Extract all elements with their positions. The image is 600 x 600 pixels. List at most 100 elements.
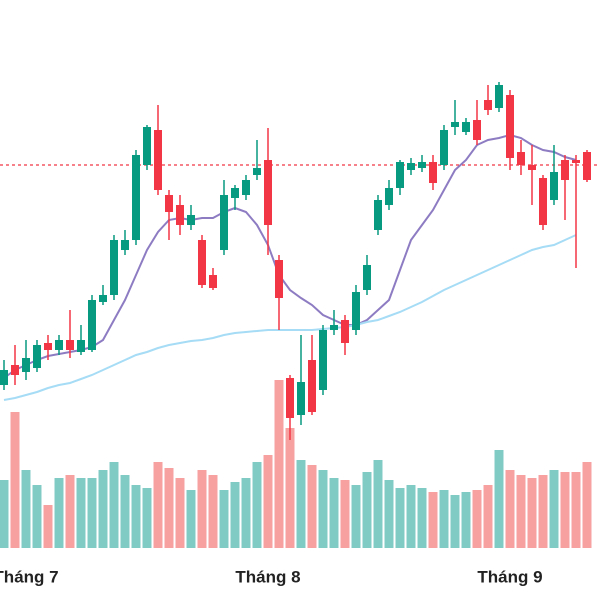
- candle-body: [132, 155, 140, 240]
- candle-body: [66, 340, 74, 350]
- volume-bar: [439, 490, 449, 548]
- candle-body: [110, 240, 118, 295]
- volume-bar: [153, 462, 163, 548]
- volume-bar: [241, 478, 251, 548]
- candle-body: [55, 340, 63, 350]
- candle-body: [44, 343, 52, 350]
- volume-bar: [175, 478, 185, 548]
- candle-body: [374, 200, 382, 230]
- candle-body: [77, 340, 85, 352]
- volume-bar: [186, 490, 196, 548]
- candle-body: [462, 122, 470, 132]
- volume-bar: [428, 492, 438, 548]
- volume-bar: [373, 460, 383, 548]
- candle-body: [407, 163, 415, 170]
- volume-bar: [76, 478, 86, 548]
- volume-bar: [208, 475, 218, 548]
- candle-body: [143, 127, 151, 165]
- volume-bar: [43, 505, 53, 548]
- volume-bar: [538, 475, 548, 548]
- candle-body: [11, 365, 19, 375]
- candle-body: [308, 360, 316, 412]
- moving-average: [3, 234, 577, 401]
- candle-body: [418, 162, 426, 168]
- candle-body: [429, 162, 437, 183]
- candle-body: [517, 152, 525, 165]
- candle-body: [385, 188, 393, 205]
- candle-body: [583, 152, 591, 180]
- moving-average: [3, 133, 577, 379]
- candle-body: [154, 130, 162, 190]
- volume-bar: [197, 470, 207, 548]
- volume-bar: [417, 488, 427, 548]
- volume-bar: [307, 465, 317, 548]
- volume-bar: [362, 472, 372, 548]
- volume-bar: [131, 485, 141, 548]
- volume-bar: [450, 495, 460, 548]
- volume-bar: [142, 488, 152, 548]
- volume-bar: [32, 485, 42, 548]
- candle-body: [550, 172, 558, 200]
- x-tick-label: Tháng 8: [235, 567, 300, 586]
- candle-body: [220, 195, 228, 250]
- volume-bar: [252, 462, 262, 548]
- volume-bar: [230, 482, 240, 548]
- volume-bar: [296, 460, 306, 548]
- volume-bar: [0, 480, 9, 548]
- volume-bar: [274, 380, 284, 548]
- candle-body: [440, 130, 448, 165]
- volume-bar: [351, 485, 361, 548]
- volume-bar: [384, 480, 394, 548]
- volume-bar: [472, 490, 482, 548]
- candle-body: [198, 240, 206, 285]
- candle-body: [33, 345, 41, 368]
- candle-body: [231, 188, 239, 198]
- volume-bar: [582, 462, 592, 548]
- candle-body: [121, 240, 129, 250]
- candle-body: [286, 378, 294, 418]
- candle-body: [363, 265, 371, 290]
- candle-body: [561, 160, 569, 180]
- volume-bar: [494, 450, 504, 548]
- candle-body: [319, 330, 327, 390]
- candle-body: [176, 205, 184, 225]
- candle-body: [528, 165, 536, 170]
- volume-bar: [65, 475, 75, 548]
- candle-body: [275, 260, 283, 298]
- volume-bar: [87, 478, 97, 548]
- volume-bar: [10, 412, 20, 548]
- candle-body: [495, 85, 503, 108]
- candle-body: [330, 325, 338, 330]
- candle-body: [209, 275, 217, 288]
- x-tick-label: Tháng 9: [477, 567, 542, 586]
- candle-body: [0, 370, 8, 385]
- candle-body: [187, 215, 195, 225]
- candle-body: [99, 295, 107, 302]
- volume-bar: [263, 455, 273, 548]
- volume-bar: [219, 490, 229, 548]
- volume-bar: [164, 468, 174, 548]
- volume-bar: [98, 470, 108, 548]
- candle-body: [297, 382, 305, 415]
- volume-bar: [505, 470, 515, 548]
- volume-bar: [340, 480, 350, 548]
- volume-bar: [516, 475, 526, 548]
- volume-bar: [406, 485, 416, 548]
- volume-bar: [560, 472, 570, 548]
- candle-body: [264, 160, 272, 225]
- volume-bar: [285, 428, 295, 548]
- volume-bar: [120, 475, 130, 548]
- candle-body: [341, 320, 349, 343]
- volume-bar: [21, 470, 31, 548]
- candle-body: [506, 95, 514, 158]
- candle-body: [539, 178, 547, 225]
- candle-body: [484, 100, 492, 110]
- x-tick-label: Tháng 7: [0, 567, 59, 586]
- candle-body: [396, 162, 404, 188]
- candle-body: [352, 292, 360, 330]
- volume-bar: [483, 485, 493, 548]
- volume-bar: [109, 462, 119, 548]
- volume-bar: [461, 492, 471, 548]
